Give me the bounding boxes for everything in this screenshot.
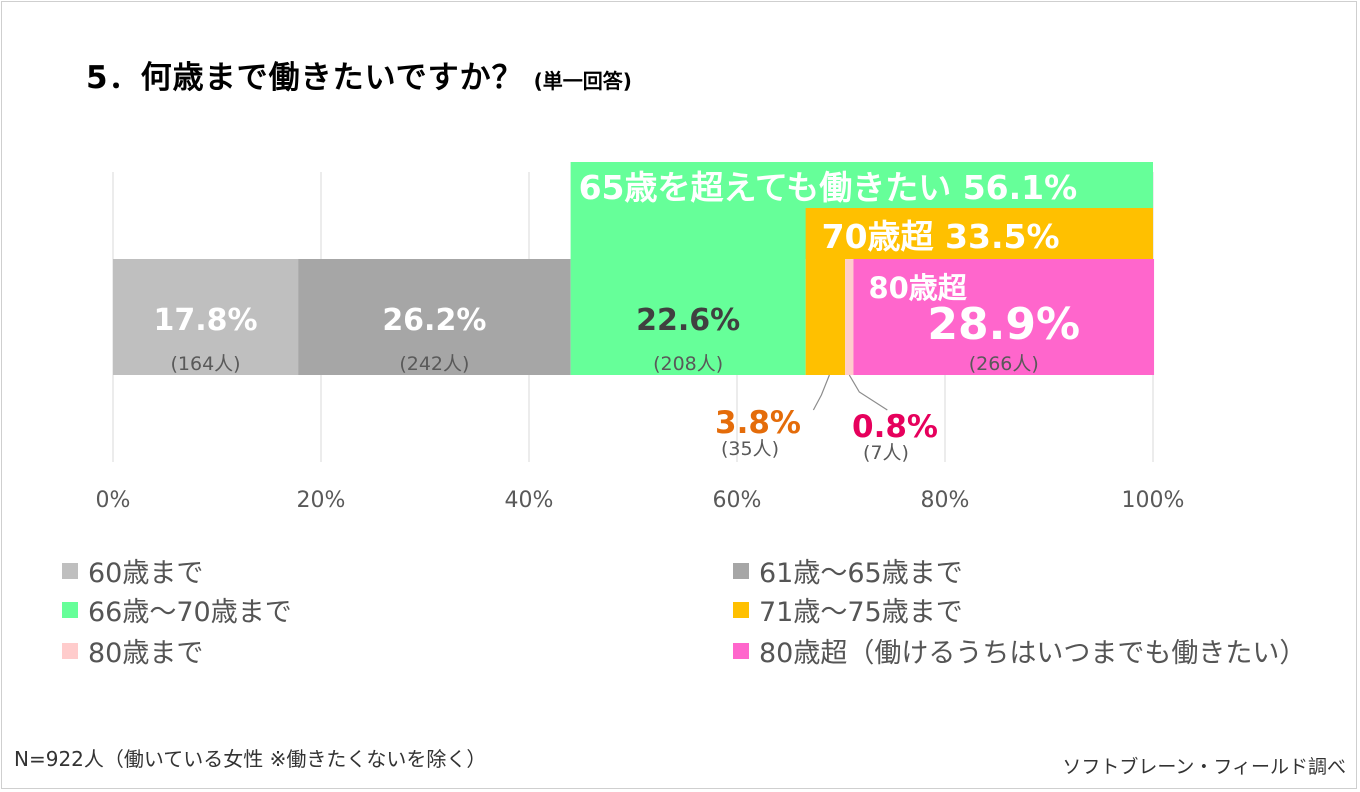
data-label: 22.6% [636, 303, 740, 338]
legend-swatch [62, 642, 78, 659]
annotation-over-70: 70歳超 33.5% [822, 217, 1060, 256]
legend-label: 66歳～70歳まで [88, 597, 292, 628]
bar-segment [298, 259, 571, 375]
legend-item-66-70: 66歳～70歳まで [62, 590, 292, 629]
legend-label: 80歳まで [88, 638, 204, 669]
x-tick-label: 100% [1122, 488, 1185, 513]
bar-segment [805, 259, 846, 375]
count-label: (164人) [171, 353, 241, 375]
legend-swatch [733, 562, 749, 579]
title-subtitle: (単一回答) [533, 69, 632, 93]
x-tick-label: 0% [96, 488, 131, 513]
bar-segment [113, 259, 299, 375]
legend-label: 80歳超（働けるうちはいつまでも働きたい） [759, 638, 1307, 669]
data-label: 26.2% [382, 303, 486, 338]
data-label: 28.9% [927, 299, 1080, 350]
legend-swatch [733, 601, 749, 618]
bar-segment [570, 259, 806, 375]
data-label: 0.8% [852, 409, 938, 445]
x-tick-label: 20% [297, 488, 346, 513]
annotation-over-80: 80歳超 [868, 271, 967, 305]
legend-item-71-75: 71歳～75歳まで [733, 590, 963, 629]
count-label: (242人) [399, 353, 469, 375]
leader-line [812, 374, 830, 411]
bar-segment [845, 259, 854, 375]
count-label: (7人) [863, 442, 909, 464]
legend-item-80-plus: 80歳超（働けるうちはいつまでも働きたい） [733, 631, 1306, 670]
legend-label: 71歳～75歳まで [759, 597, 963, 628]
legend-swatch [62, 601, 78, 618]
x-tick-label: 80% [921, 488, 970, 513]
data-label: 3.8% [715, 405, 801, 441]
legend-item-60: 60歳まで [62, 551, 203, 590]
legend-item-61-65: 61歳～65歳まで [733, 551, 963, 590]
legend-label: 61歳～65歳まで [759, 558, 963, 589]
legend-item-80: 80歳まで [62, 631, 203, 670]
chart-title: 5．何歳まで働きたいですか？ (単一回答) [86, 52, 632, 97]
count-label: (266人) [969, 353, 1039, 375]
x-tick-label: 40% [505, 488, 554, 513]
title-text: 5．何歳まで働きたいですか？ [86, 60, 524, 96]
data-label: 17.8% [154, 303, 258, 338]
legend-label: 60歳まで [88, 558, 204, 589]
source-credit: ソフトブレーン・フィールド調べ [1062, 756, 1346, 778]
annotation-over-65: 65歳を超えても働きたい 56.1% [579, 168, 1078, 207]
legend-swatch [62, 562, 78, 579]
legend-swatch [733, 642, 749, 659]
count-label: (208人) [653, 353, 723, 375]
bar-segment [853, 259, 1155, 375]
stacked-bar-chart: 0% 20% 40% 60% 80% 100% 65歳を超えても働きたい 56.1% 70歳超… [96, 162, 1185, 513]
footnote: N=922人（働いている女性 ※働きたくないを除く） [14, 747, 487, 771]
count-label: (35人) [721, 438, 779, 460]
band-over-70 [805, 208, 1153, 259]
leader-line [848, 374, 888, 411]
x-tick-label: 60% [713, 488, 762, 513]
